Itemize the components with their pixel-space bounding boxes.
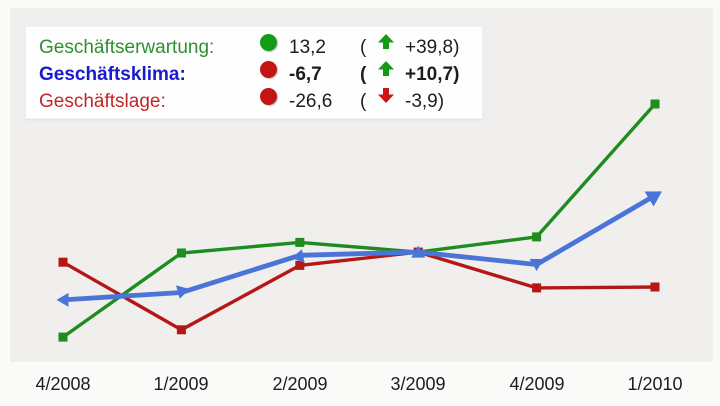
trend-down-icon [378,88,394,103]
status-dot-icon [260,61,277,78]
legend-box: Geschäftserwartung: 13,2 ( +39,8) Geschä… [25,26,483,119]
legend-row-klima: Geschäftsklima: -6,7 ( +10,7) [26,61,482,89]
open-paren: ( [360,64,367,85]
series-value: -26,6 [289,91,333,112]
legend-row-lage: Geschäftslage: -26,6 ( -3,9) [26,88,482,116]
series-label: Geschäftslage: [39,91,166,112]
change-value: +10,7) [405,64,460,85]
status-dot-icon [260,88,277,105]
series-label: Geschäftsklima: [39,64,186,85]
x-axis-label: 1/2009 [153,374,209,394]
series-label: Geschäftserwartung: [39,37,215,58]
change-value: -3,9) [405,91,445,112]
x-axis-label: 2/2009 [272,374,328,394]
series-value: -6,7 [289,64,322,85]
x-axis-label: 4/2009 [509,374,565,394]
series-value: 13,2 [289,37,326,58]
trend-up-icon [378,34,394,49]
x-axis-label: 4/2008 [35,374,91,394]
open-paren: ( [360,37,367,58]
x-axis-label: 3/2009 [390,374,446,394]
change-value: +39,8) [405,37,460,58]
x-axis-label: 1/2010 [627,374,683,394]
trend-up-icon [378,61,394,76]
status-dot-icon [260,34,277,51]
open-paren: ( [360,91,367,112]
legend-row-erwartung: Geschäftserwartung: 13,2 ( +39,8) [26,34,482,62]
